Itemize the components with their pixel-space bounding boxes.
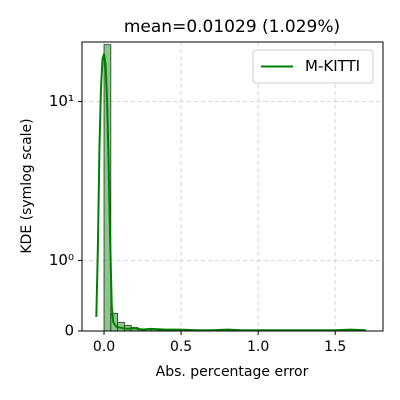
plot-frame <box>81 41 384 332</box>
y-tick-label: 0 <box>64 322 74 340</box>
chart-title: mean=0.01029 (1.029%) <box>124 17 340 37</box>
y-tick-label: 10¹ <box>49 92 74 110</box>
y-tick-label: 10⁰ <box>49 251 74 269</box>
x-tick-label: 0.0 <box>93 339 115 355</box>
y-axis-label: KDE (symlog scale) <box>19 118 35 253</box>
x-axis-label: Abs. percentage error <box>156 364 309 380</box>
x-tick-label: 1.0 <box>247 339 269 355</box>
kde-line <box>95 53 367 332</box>
legend-box <box>252 49 374 84</box>
x-tick-label: 1.5 <box>324 339 346 355</box>
x-tick-label: 0.5 <box>170 339 192 355</box>
legend-label: M-KITTI <box>305 57 360 75</box>
